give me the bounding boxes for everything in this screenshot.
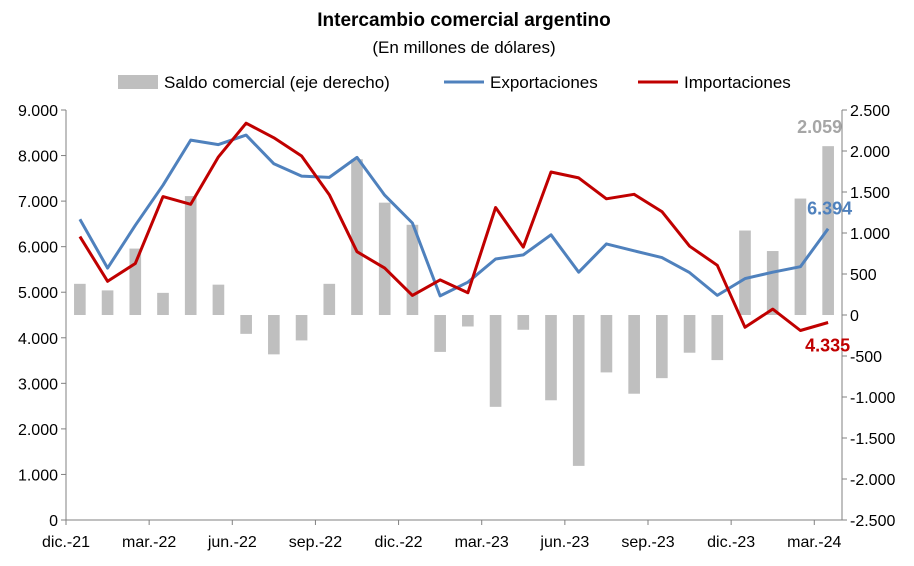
bar-saldo [600, 315, 613, 373]
bar-saldo [268, 315, 280, 355]
legend-label-exportaciones: Exportaciones [490, 73, 598, 92]
x-tick-label: jun.-22 [207, 534, 257, 551]
x-tick-label: dic.-21 [42, 534, 90, 551]
chart-subtitle: (En millones de dólares) [372, 38, 555, 57]
x-tick-label: mar.-24 [787, 534, 841, 551]
bar-saldo [462, 315, 474, 327]
bar-saldo [572, 315, 585, 466]
bar-saldo [129, 248, 142, 315]
right-tick-label: -1.500 [850, 431, 895, 448]
bar-saldo [766, 251, 779, 315]
line-exportaciones [78, 133, 830, 298]
right-tick-label: 0 [850, 308, 859, 325]
left-tick-label: 8.000 [18, 149, 58, 166]
left-tick-label: 1.000 [18, 467, 58, 484]
right-tick-label: -500 [850, 349, 882, 366]
bar-saldo [378, 202, 391, 315]
x-tick-label: sep.-23 [621, 534, 674, 551]
bar-saldo [212, 284, 225, 315]
bar-saldo [323, 283, 336, 315]
callout-exportaciones: 6.394 [807, 199, 852, 219]
left-tick-label: 5.000 [18, 285, 58, 302]
legend-swatch-saldo [118, 75, 158, 89]
x-tick-label: jun.-23 [539, 534, 589, 551]
bar-saldo [517, 315, 530, 330]
bar-saldo [101, 290, 114, 315]
bar-saldo [545, 315, 557, 401]
left-tick-label: 4.000 [18, 331, 58, 348]
annotations: 2.059 6.394 4.335 [797, 117, 852, 355]
right-tick-label: 1.000 [850, 226, 890, 243]
left-tick-label: 9.000 [18, 103, 58, 120]
line-importaciones [78, 121, 829, 332]
bar-saldo [711, 315, 724, 361]
x-tick-label: dic.-23 [707, 534, 755, 551]
axes: 0 1.000 2.000 3.000 4.000 5.000 6.000 7.000 8.00… [18, 103, 896, 551]
left-tick-label: 7.000 [18, 194, 58, 211]
bar-saldo [406, 224, 419, 315]
legend-label-saldo: Saldo comercial (eje derecho) [164, 73, 390, 92]
bar-saldo [295, 315, 308, 341]
right-tick-label: -2.000 [850, 472, 895, 489]
bars [74, 146, 834, 466]
bar-saldo [184, 196, 197, 315]
left-tick-label: 2.000 [18, 422, 58, 439]
left-tick-label: 3.000 [18, 376, 58, 393]
callout-saldo: 2.059 [797, 117, 842, 137]
bar-saldo [794, 198, 807, 315]
bar-saldo [240, 315, 252, 334]
bar-saldo [739, 230, 751, 315]
right-tick-label: 2.000 [850, 144, 890, 161]
x-tick-label: sep.-22 [289, 534, 342, 551]
x-tick-label: dic.-22 [375, 534, 423, 551]
bar-saldo [74, 283, 86, 315]
bar-saldo [683, 315, 696, 353]
bar-saldo [489, 315, 502, 407]
x-tick-label: mar.-22 [122, 534, 176, 551]
right-tick-label: -1.000 [850, 390, 895, 407]
bar-saldo [157, 292, 169, 315]
bar-saldo [656, 315, 668, 379]
lines [78, 121, 830, 332]
callout-importaciones: 4.335 [805, 336, 850, 356]
legend-label-importaciones: Importaciones [684, 73, 791, 92]
bar-saldo [351, 159, 363, 315]
bar-saldo [434, 315, 446, 352]
right-tick-label: 1.500 [850, 185, 890, 202]
chart-title: Intercambio comercial argentino [317, 10, 611, 31]
left-tick-label: 0 [49, 513, 58, 530]
right-tick-label: 2.500 [850, 103, 890, 120]
right-tick-label: 500 [850, 267, 877, 284]
right-tick-label: -2.500 [850, 513, 895, 530]
legend: Saldo comercial (eje derecho) Exportacio… [118, 73, 791, 92]
x-tick-label: mar.-23 [455, 534, 509, 551]
left-tick-label: 6.000 [18, 240, 58, 257]
bar-saldo [628, 315, 640, 394]
